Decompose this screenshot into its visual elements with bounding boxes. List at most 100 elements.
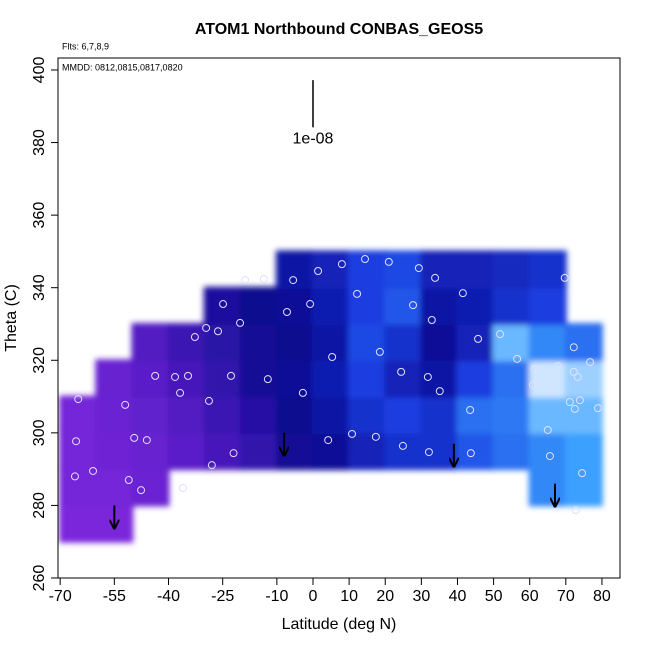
sample-point (530, 364, 539, 373)
sample-point (337, 260, 346, 269)
sample-point (528, 380, 537, 389)
field-cell (456, 395, 495, 434)
sample-point (306, 300, 315, 309)
x-tick-label: 40 (449, 588, 467, 605)
field-cell (311, 250, 351, 289)
field-cell (492, 359, 531, 398)
sample-point (398, 441, 407, 450)
sample-point (424, 448, 433, 457)
sample-point (553, 362, 562, 371)
sample-point (289, 276, 298, 285)
sample-point (361, 255, 370, 264)
y-axis-label: Theta (C) (3, 284, 20, 352)
sample-point (371, 432, 380, 441)
field-cell (311, 395, 351, 434)
field-cell (348, 286, 387, 325)
field-cell (528, 431, 567, 471)
field-cell (311, 359, 351, 398)
field-cell (348, 250, 387, 289)
sample-point (142, 436, 151, 445)
sample-point (74, 395, 83, 404)
field-cell (456, 286, 495, 325)
field-cell (456, 250, 495, 289)
field-cell (348, 431, 387, 471)
sample-point (229, 449, 238, 458)
sample-point (545, 452, 554, 461)
field-cell (131, 322, 170, 362)
sample-point (375, 347, 384, 356)
sample-point (569, 367, 578, 376)
sample-point (593, 404, 602, 413)
field-cell (528, 250, 567, 289)
vector-scale-label: 1e-08 (293, 131, 334, 148)
field-cell (564, 395, 603, 434)
sample-point (89, 466, 98, 475)
field-cell (420, 286, 459, 325)
sample-point (414, 264, 423, 273)
field-cell (167, 431, 206, 471)
x-tick-label: -10 (265, 588, 288, 605)
field-cell (95, 431, 134, 471)
field-cell (456, 431, 495, 471)
sample-point (474, 334, 483, 343)
sample-point (466, 405, 475, 414)
sample-point (578, 469, 587, 478)
sample-point (466, 449, 475, 458)
chart-title: ATOM1 Northbound CONBAS_GEOS5 (195, 21, 483, 38)
field-cell (492, 322, 531, 362)
sample-point (282, 308, 291, 317)
sample-point (573, 372, 582, 381)
sample-point (202, 323, 211, 332)
sample-point (458, 289, 467, 298)
field-cell (492, 395, 531, 434)
sample-point (121, 400, 130, 409)
sample-point (263, 375, 272, 384)
sample-point (130, 433, 139, 442)
field-cell (564, 359, 603, 398)
field-cell (348, 395, 387, 434)
field-cell (456, 322, 495, 362)
sample-point (409, 301, 418, 310)
x-tick-label: 30 (412, 588, 430, 605)
field-cell (203, 395, 242, 434)
field-cell (528, 322, 567, 362)
field-cell (492, 286, 531, 325)
sample-point (178, 484, 187, 493)
sample-point (171, 372, 180, 381)
x-tick-label: -55 (103, 588, 126, 605)
field-cell (239, 431, 278, 471)
sample-point (207, 461, 216, 470)
sample-point (496, 330, 505, 339)
sample-point (137, 486, 146, 495)
x-tick-label: -25 (211, 588, 234, 605)
field-cell (275, 286, 314, 325)
field-cell (59, 431, 98, 471)
x-tick-label: 80 (593, 588, 611, 605)
field-cell (384, 359, 423, 398)
field-cell (275, 359, 314, 398)
field-cell (456, 359, 495, 398)
field-cell (131, 431, 170, 471)
sample-point (548, 386, 557, 395)
field-cell (420, 359, 459, 398)
overlay: 1e-08 (70, 80, 602, 528)
field-cell (239, 359, 278, 398)
x-axis-label: Latitude (deg N) (282, 616, 397, 633)
field-cell (239, 322, 278, 362)
sample-point (543, 425, 552, 434)
y-tick-label: 340 (31, 274, 48, 301)
sample-point (72, 437, 81, 446)
y-tick-label: 360 (31, 202, 48, 229)
annotation: Flts: 6,7,8,9 (62, 41, 109, 51)
field-cell (59, 395, 98, 434)
field-cell (239, 286, 278, 325)
sample-point (575, 396, 584, 405)
sample-point (184, 371, 193, 380)
field-cell (239, 395, 278, 434)
sample-point (513, 354, 522, 363)
sample-point (423, 372, 432, 381)
field (59, 250, 603, 543)
sample-point (298, 388, 307, 397)
field-cell (564, 322, 603, 362)
